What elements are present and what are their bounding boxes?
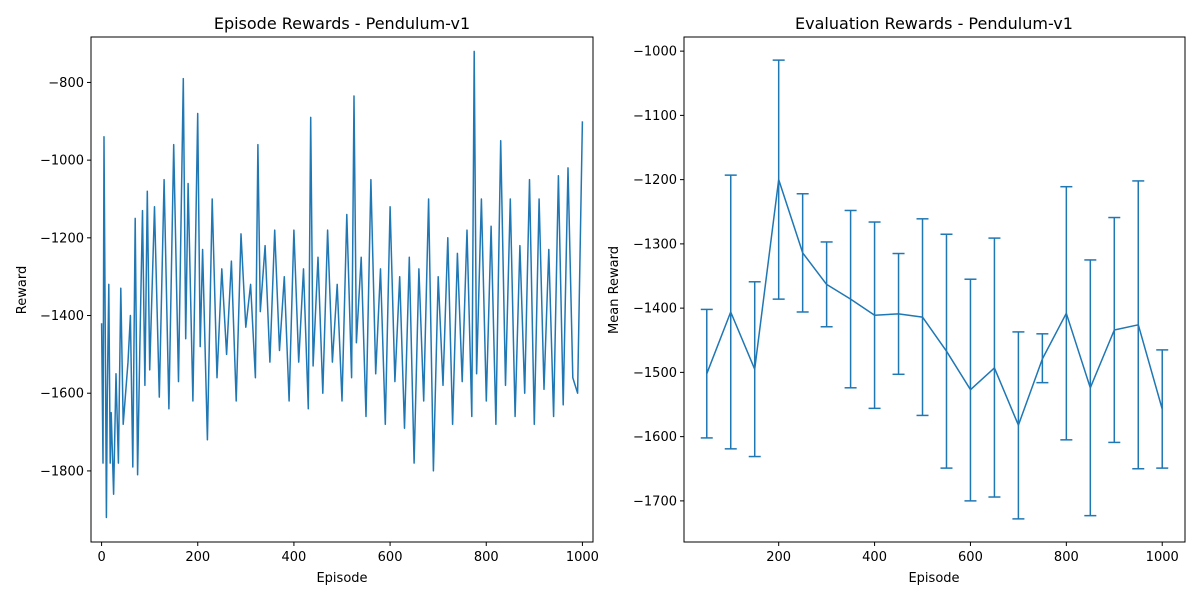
chart-title: Evaluation Rewards - Pendulum-v1 xyxy=(795,14,1073,33)
y-tick-label: −1000 xyxy=(40,154,84,169)
y-tick-label: −1000 xyxy=(633,45,677,60)
plot-frame xyxy=(90,36,594,543)
y-tick-label: −1700 xyxy=(633,494,677,509)
x-tick-label: 0 xyxy=(97,550,105,565)
x-tick-label: 200 xyxy=(185,550,210,565)
x-tick-label: 400 xyxy=(862,550,887,565)
y-tick-label: −1300 xyxy=(633,237,677,252)
x-tick-label: 1000 xyxy=(566,550,599,565)
y-tick-label: −1100 xyxy=(633,109,677,124)
y-tick-label: −1200 xyxy=(633,173,677,188)
episode-rewards-chart: Episode Rewards - Pendulum-v1 Episode Re… xyxy=(15,14,599,586)
series-line xyxy=(100,50,584,519)
y-tick-label: −1600 xyxy=(40,387,84,402)
y-tick-label: −1400 xyxy=(633,302,677,317)
x-tick-label: 1000 xyxy=(1146,550,1179,565)
y-tick-label: −1200 xyxy=(40,231,84,246)
x-tick-label: 200 xyxy=(766,550,791,565)
x-axis-label: Episode xyxy=(908,571,959,586)
y-tick-label: −1500 xyxy=(633,366,677,381)
x-tick-label: 800 xyxy=(1054,550,1079,565)
x-tick-label: 800 xyxy=(474,550,499,565)
series-line xyxy=(706,178,1163,426)
x-tick-label: 400 xyxy=(282,550,307,565)
x-tick-label: 600 xyxy=(378,550,403,565)
y-tick-label: −1600 xyxy=(633,430,677,445)
x-tick-label: 600 xyxy=(958,550,983,565)
y-tick-label: −1400 xyxy=(40,309,84,324)
evaluation-rewards-chart: Evaluation Rewards - Pendulum-v1 Episode… xyxy=(607,14,1186,586)
x-axis-label: Episode xyxy=(316,571,367,586)
y-tick-label: −1800 xyxy=(40,464,84,479)
y-tick-label: −800 xyxy=(48,76,84,91)
y-axis-label: Mean Reward xyxy=(607,246,622,334)
y-axis-label: Reward xyxy=(15,266,30,314)
plot-frame xyxy=(683,36,1186,543)
chart-title: Episode Rewards - Pendulum-v1 xyxy=(214,14,470,33)
